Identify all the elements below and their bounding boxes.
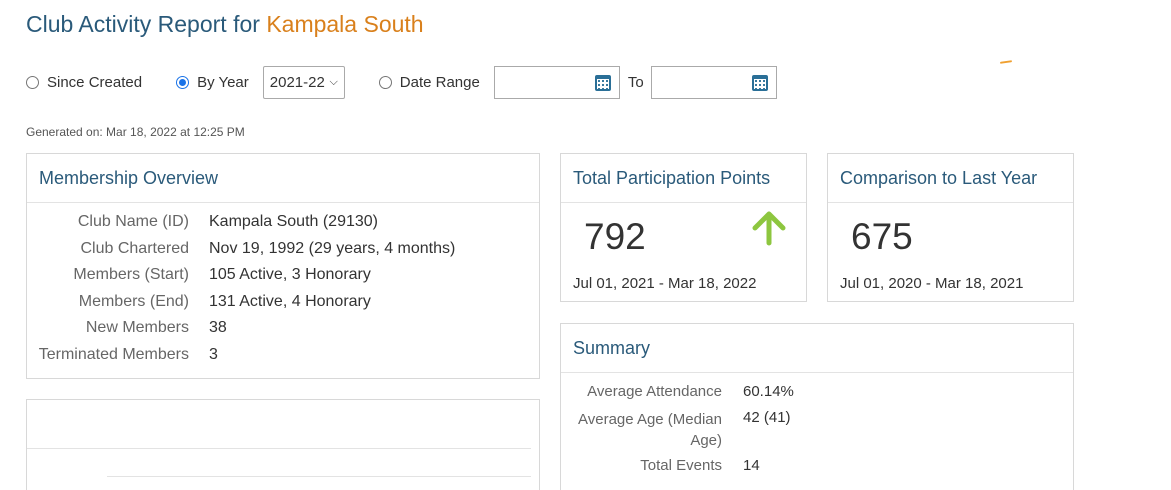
generated-timestamp: Generated on: Mar 18, 2022 at 12:25 PM	[26, 125, 245, 139]
membership-row-value: Kampala South (29130)	[209, 213, 378, 230]
chevron-down-icon: ⌵	[329, 76, 338, 88]
page-title-prefix: Club Activity Report for	[26, 11, 267, 37]
summary-label-attendance: Average Attendance	[587, 383, 722, 400]
report-filters: Since Created By Year 2021-22 ⌵ Date Ran…	[26, 66, 777, 99]
since-created-option[interactable]: Since Created	[26, 74, 142, 91]
by-year-label: By Year	[197, 74, 249, 91]
by-year-radio[interactable]	[176, 76, 190, 89]
participation-points-range: Jul 01, 2021 - Mar 18, 2022	[573, 275, 757, 292]
since-created-label: Since Created	[47, 74, 143, 91]
membership-row: Club Name (ID) Kampala South (29130)	[27, 213, 539, 233]
summary-value-attendance: 60.14%	[743, 383, 794, 400]
arrow-up-icon	[752, 211, 786, 246]
summary-label-age: Average Age (Median Age)	[578, 409, 722, 451]
membership-row-value: 131 Active, 4 Honorary	[209, 292, 371, 310]
participation-points-value: 792	[584, 216, 646, 257]
year-select[interactable]: 2021-22 ⌵	[262, 66, 345, 99]
membership-row: Members (End) 131 Active, 4 Honorary	[27, 293, 539, 313]
membership-row: Club Chartered Nov 19, 1992 (29 years, 4 …	[27, 240, 539, 260]
membership-row-value: 105 Active, 3 Honorary	[209, 266, 371, 284]
summary-value-events: 14	[743, 457, 760, 474]
club-name: Kampala South	[266, 11, 424, 37]
summary-title: Summary	[561, 324, 1073, 373]
summary-label-age-line2: Age)	[690, 432, 722, 449]
date-range-label: Date Range	[399, 74, 480, 91]
by-year-option[interactable]: By Year	[176, 74, 249, 91]
year-select-value: 2021-22	[269, 74, 325, 91]
membership-row-label: New Members	[85, 319, 189, 337]
lower-panel	[26, 399, 540, 490]
date-range-option[interactable]: Date Range	[378, 74, 480, 91]
since-created-radio[interactable]	[26, 76, 39, 89]
divider	[27, 448, 531, 449]
membership-row-value: 3	[209, 346, 218, 363]
membership-row-value: 38	[209, 319, 227, 337]
comparison-panel: Comparison to Last Year 675 Jul 01, 2020…	[827, 153, 1074, 302]
date-range-radio[interactable]	[378, 76, 392, 89]
calendar-icon[interactable]	[751, 75, 768, 91]
membership-row-label: Members (Start)	[73, 266, 189, 284]
summary-panel: Summary Average Attendance 60.14% Averag…	[560, 323, 1074, 490]
membership-overview-title: Membership Overview	[27, 154, 539, 203]
summary-label-events: Total Events	[640, 457, 722, 474]
page-title: Club Activity Report for Kampala South	[26, 11, 424, 38]
membership-row-label: Club Chartered	[80, 239, 190, 257]
decorative-mark	[999, 60, 1013, 64]
summary-label-age-line1: Average Age (Median	[578, 411, 722, 428]
summary-value-age: 42 (41)	[743, 409, 791, 426]
comparison-range: Jul 01, 2020 - Mar 18, 2021	[840, 275, 1024, 292]
membership-row: New Members 38	[27, 319, 539, 339]
membership-row-label: Members (End)	[78, 292, 189, 310]
calendar-icon[interactable]	[594, 75, 611, 91]
participation-points-panel: Total Participation Points 792 Jul 01, 2…	[560, 153, 807, 302]
membership-row-value: Nov 19, 1992 (29 years, 4 months)	[209, 239, 456, 257]
end-date-input[interactable]	[650, 66, 777, 99]
start-date-input[interactable]	[493, 66, 620, 99]
participation-points-title: Total Participation Points	[561, 154, 806, 203]
membership-overview-panel: Membership Overview Club Name (ID) Kampal…	[26, 153, 540, 379]
membership-row-label: Club Name (ID)	[77, 213, 189, 230]
to-label: To	[627, 74, 644, 91]
comparison-title: Comparison to Last Year	[828, 154, 1073, 203]
divider	[107, 476, 531, 477]
membership-row: Members (Start) 105 Active, 3 Honorary	[27, 266, 539, 286]
membership-row-label: Terminated Members	[38, 346, 189, 363]
comparison-value: 675	[851, 216, 913, 257]
membership-row: Terminated Members 3	[27, 346, 539, 366]
